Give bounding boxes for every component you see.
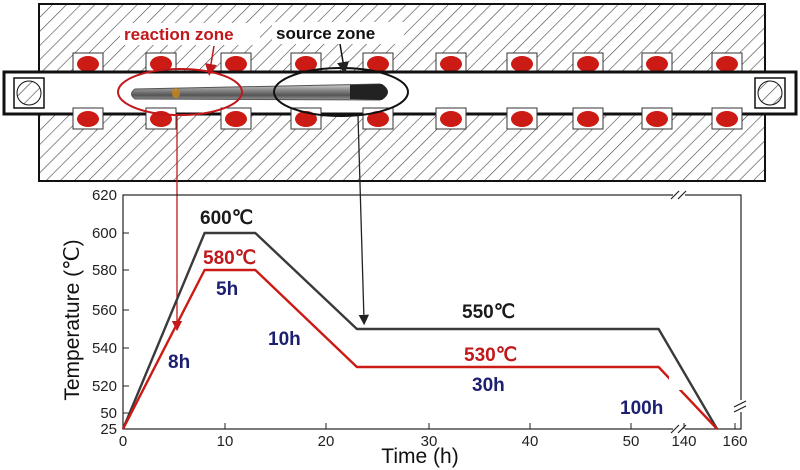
label-600c: 600℃ <box>200 208 253 229</box>
y-tick-label: 25 <box>100 421 117 438</box>
heater-top-3 <box>220 52 252 75</box>
heater-row-top <box>72 52 743 75</box>
x-tick-label: 160 <box>722 433 747 450</box>
heater-bottom-7 <box>506 107 538 130</box>
series-source-zone <box>121 231 719 430</box>
heater-top-7 <box>506 52 538 75</box>
heater-top-9 <box>641 52 673 75</box>
series-layer <box>121 231 719 430</box>
y-axis-title: Temperature (℃) <box>61 239 84 400</box>
plug-left <box>13 77 45 109</box>
x-tick-label: 30 <box>421 433 438 450</box>
furnace: reaction zone source zone <box>2 3 798 182</box>
heater-bottom-1 <box>72 107 104 130</box>
x-tick-label: 10 <box>217 433 234 450</box>
y-tick-label: 50 <box>100 405 117 422</box>
x-tick-label: 20 <box>318 433 335 450</box>
y-tick-label: 600 <box>92 225 117 242</box>
heater-top-10 <box>711 52 743 75</box>
x-tick-label: 0 <box>119 433 127 450</box>
y-tick-label: 540 <box>92 340 117 357</box>
heater-bottom-3 <box>220 107 252 130</box>
source-zone-label: source zone <box>276 24 375 43</box>
label-530c: 530℃ <box>464 345 517 366</box>
heater-bottom-8 <box>572 107 604 130</box>
temperature-profile-chart: 0 10 20 30 40 50 140 160 2550520540560580600620… <box>61 187 748 468</box>
heater-bottom-10 <box>711 107 743 130</box>
plug-right <box>754 77 786 109</box>
x-axis-title: Time (h) <box>381 445 458 468</box>
label-550c: 550℃ <box>462 302 515 323</box>
label-8h: 8h <box>168 352 190 373</box>
x-tick-label: 50 <box>623 433 640 450</box>
heater-bottom-6 <box>435 107 467 130</box>
reaction-zone-outline <box>117 68 243 116</box>
label-10h: 10h <box>268 329 301 350</box>
source-zone-connector <box>357 115 370 326</box>
label-30h: 30h <box>472 375 505 396</box>
heater-bottom-2 <box>145 107 177 130</box>
heater-top-6 <box>435 52 467 75</box>
series-reaction-zone <box>121 268 718 430</box>
heater-top-4 <box>290 52 322 75</box>
y-tick-label: 620 <box>92 187 117 204</box>
x-axis-ticks: 0 10 20 30 40 50 140 160 <box>119 423 748 450</box>
y-tick-label: 560 <box>92 302 117 319</box>
reaction-zone-label: reaction zone <box>124 25 234 44</box>
axis-break-marks <box>670 190 747 434</box>
heater-bottom-9 <box>641 107 673 130</box>
heater-top-8 <box>572 52 604 75</box>
heater-row-bottom <box>72 107 743 130</box>
y-tick-label: 580 <box>92 262 117 279</box>
y-tick-label: 520 <box>92 378 117 395</box>
x-tick-label: 140 <box>671 433 696 450</box>
sealed-ampoule <box>131 83 388 101</box>
plot-frame <box>122 194 742 430</box>
quartz-tube <box>2 70 798 116</box>
label-580c: 580℃ <box>203 248 256 269</box>
source-zone-label-pointer <box>337 43 349 74</box>
label-100h: 100h <box>620 398 663 419</box>
heater-bottom-4 <box>290 107 322 130</box>
reaction-zone-label-pointer <box>205 45 217 76</box>
label-5h: 5h <box>216 279 238 300</box>
x-tick-label: 40 <box>522 433 539 450</box>
heater-top-1 <box>72 52 104 75</box>
